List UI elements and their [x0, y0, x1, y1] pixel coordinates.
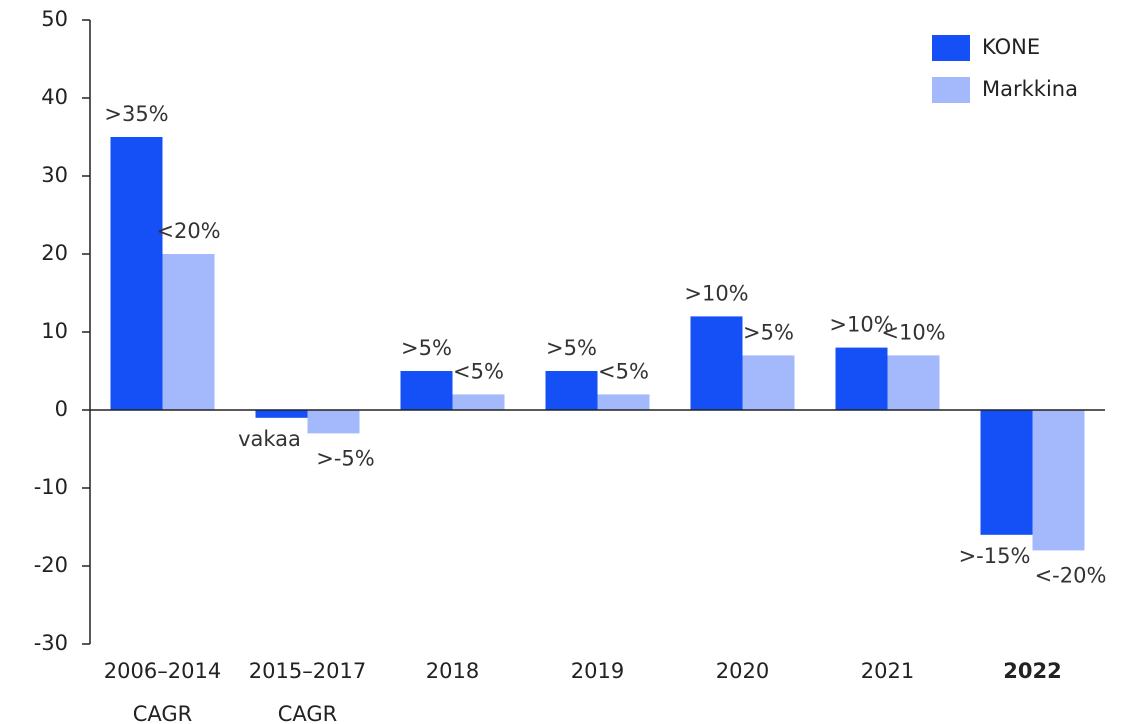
y-tick-label: -10	[34, 475, 68, 499]
y-tick-label: 50	[41, 7, 68, 31]
x-tick-label: CAGR	[278, 702, 338, 724]
y-tick-label: 20	[41, 241, 68, 265]
bar	[980, 410, 1033, 535]
x-tick-label: 2022	[1003, 659, 1061, 683]
x-tick-label: 2006–2014	[104, 659, 221, 683]
bar	[255, 410, 308, 418]
bar	[400, 371, 453, 410]
y-tick-label: -20	[34, 553, 68, 577]
value-label: >10%	[684, 281, 748, 305]
y-tick-label: 10	[41, 319, 68, 343]
value-label: >5%	[546, 336, 597, 360]
y-tick-label: -30	[34, 631, 68, 655]
bar	[110, 137, 163, 410]
value-label: >5%	[401, 336, 452, 360]
x-tick-label: 2019	[571, 659, 624, 683]
bar	[835, 347, 888, 410]
bar	[1032, 410, 1085, 551]
bar	[162, 254, 215, 410]
bar	[307, 410, 360, 434]
value-label: <10%	[881, 320, 945, 344]
value-label: <5%	[598, 359, 649, 383]
x-tick-label: 2021	[861, 659, 914, 683]
legend-swatch	[932, 77, 970, 103]
x-tick-label: 2015–2017	[249, 659, 366, 683]
value-label: <20%	[156, 219, 220, 243]
value-label: >10%	[829, 313, 893, 337]
y-tick-label: 40	[41, 85, 68, 109]
value-label: >5%	[743, 320, 794, 344]
bar	[887, 355, 940, 410]
bar	[545, 371, 598, 410]
value-label: <-20%	[1035, 563, 1107, 587]
bar	[742, 355, 795, 410]
value-label: >35%	[104, 102, 168, 126]
bar	[597, 394, 650, 410]
bar	[690, 316, 743, 410]
value-label: >-5%	[316, 446, 375, 470]
value-label: vakaa	[238, 427, 301, 451]
y-tick-label: 0	[55, 397, 68, 421]
value-label: >-15%	[959, 544, 1031, 568]
legend-swatch	[932, 35, 970, 61]
x-tick-label: 2018	[426, 659, 479, 683]
bar	[452, 394, 505, 410]
y-tick-label: 30	[41, 163, 68, 187]
legend-label: KONE	[982, 35, 1040, 59]
value-label: <5%	[453, 359, 504, 383]
legend-label: Markkina	[982, 77, 1078, 101]
x-tick-label: 2020	[716, 659, 769, 683]
x-tick-label: CAGR	[133, 702, 193, 724]
